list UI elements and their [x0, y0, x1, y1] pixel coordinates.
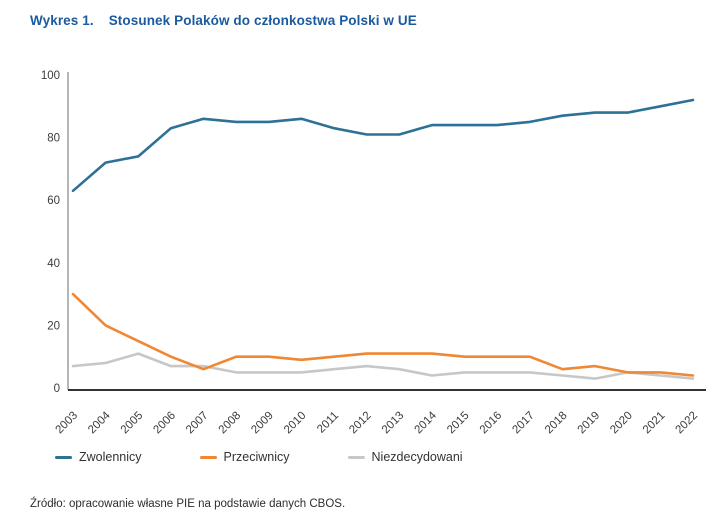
x-tick-label: 2007 [184, 410, 211, 437]
source-note: Źródło: opracowanie własne PIE na podsta… [30, 498, 346, 510]
y-tick-label: 20 [47, 320, 60, 332]
x-tick-label: 2010 [282, 410, 309, 437]
legend-item-przeciwnicy: Przeciwnicy [199, 450, 290, 464]
chart-title-text: Stosunek Polaków do członkostwa Polski w… [108, 13, 417, 28]
x-tick-label: 2011 [315, 410, 341, 436]
x-tick-label: 2012 [347, 410, 374, 437]
x-tick-label: 2008 [217, 410, 244, 437]
y-tick-label: 100 [41, 70, 60, 82]
legend-swatch-zwolennicy [55, 455, 72, 459]
x-tick-label: 2005 [119, 410, 146, 437]
x-tick-label: 2019 [576, 410, 603, 437]
y-tick-label: 80 [47, 133, 60, 145]
x-tick-label: 2003 [54, 410, 81, 437]
legend-swatch-niezdecydowani [347, 455, 365, 459]
legend-item-niezdecydowani: Niezdecydowani [347, 450, 463, 464]
x-tick-label: 2017 [510, 410, 537, 437]
legend-label-niezdecydowani: Niezdecydowani [371, 450, 463, 464]
x-tick-label: 2006 [151, 410, 178, 437]
x-tick-label: 2014 [412, 409, 439, 436]
y-tick-label: 60 [47, 195, 60, 207]
x-tick-label: 2015 [445, 410, 472, 437]
legend-label-przeciwnicy: Przeciwnicy [223, 450, 290, 464]
chart-title-prefix: Wykres 1. [30, 13, 94, 28]
x-tick-label: 2016 [478, 410, 505, 437]
x-tick-label: 2022 [674, 410, 701, 437]
line-chart: 0 20 40 60 80 100 2003 2004 2005 2006 2007 2008 2009… [41, 70, 706, 437]
legend-label-zwolennicy: Zwolennicy [79, 450, 142, 464]
series-line-2 [71, 352, 695, 380]
chart-title: Wykres 1. Stosunek Polaków do członkostw… [30, 13, 417, 28]
x-tick-label: 2018 [543, 410, 570, 437]
x-tick-label: 2013 [380, 410, 407, 437]
series-line-1 [71, 292, 695, 377]
x-tick-label: 2020 [608, 410, 635, 437]
x-tick-label: 2009 [249, 410, 276, 437]
x-tick-label: 2021 [641, 410, 668, 437]
legend-item-zwolennicy: Zwolennicy [55, 450, 142, 464]
series-line-0 [71, 98, 695, 193]
chart-legend: Zwolennicy Przeciwnicy Niezdecydowani [55, 450, 463, 464]
legend-swatch-przeciwnicy [199, 455, 217, 459]
y-tick-label: 40 [47, 258, 60, 270]
y-tick-label: 0 [54, 383, 60, 395]
x-tick-label: 2004 [86, 409, 113, 436]
